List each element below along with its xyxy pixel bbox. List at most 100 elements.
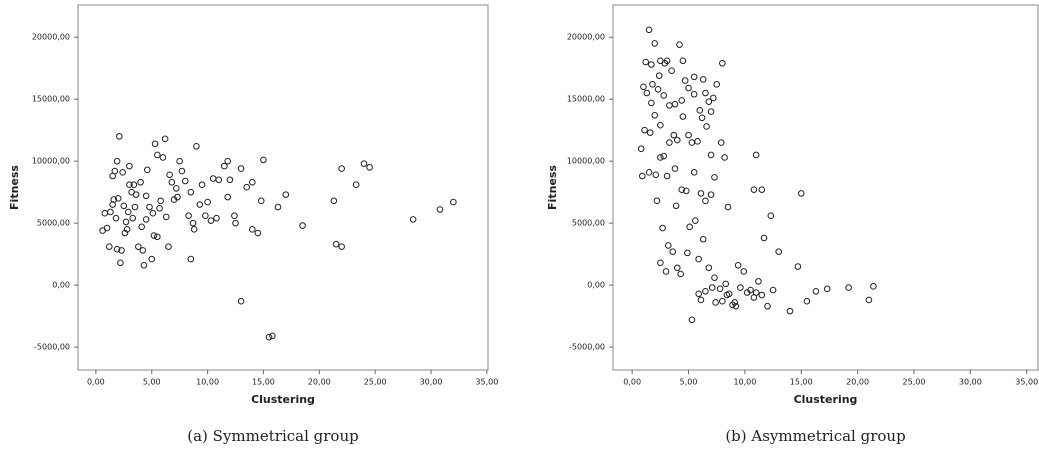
point (679, 113, 687, 120)
point (640, 83, 647, 91)
point (662, 268, 670, 275)
x-tick-label: 15,00 (252, 378, 275, 387)
point (120, 202, 128, 210)
point (639, 172, 646, 180)
plot-area (612, 4, 1039, 371)
point (697, 296, 705, 304)
point (99, 227, 106, 234)
point (711, 274, 718, 281)
point (716, 285, 724, 293)
y-tick-label: -5000,00 (34, 343, 70, 352)
point (688, 316, 696, 324)
point (708, 284, 716, 291)
point (694, 138, 701, 145)
point (702, 287, 709, 295)
x-tick-label: 10,00 (733, 378, 756, 387)
x-axis-title: Clustering (251, 393, 315, 406)
point (641, 126, 648, 134)
point (154, 233, 161, 241)
point (132, 191, 140, 198)
point (221, 162, 228, 170)
x-tick-label: 5,00 (143, 378, 161, 387)
point (651, 112, 659, 119)
point (812, 287, 820, 295)
point (149, 209, 157, 217)
point (679, 57, 687, 65)
point (775, 248, 783, 255)
point (750, 294, 758, 301)
x-tick-label: 35,00 (1015, 378, 1038, 387)
point (671, 100, 679, 108)
point (769, 286, 777, 294)
x-tick-label: 30,00 (420, 378, 443, 387)
point (719, 297, 726, 305)
point (797, 190, 805, 197)
point (653, 197, 661, 205)
point (664, 242, 672, 249)
point (196, 201, 204, 208)
point (737, 284, 744, 291)
point (660, 92, 668, 99)
point (685, 131, 692, 139)
point (711, 173, 718, 181)
point (732, 302, 740, 310)
point (669, 248, 677, 255)
point (112, 214, 120, 222)
point (332, 240, 340, 248)
point (173, 185, 180, 192)
point (139, 247, 147, 254)
point (668, 67, 675, 74)
point (137, 178, 144, 186)
point (755, 278, 762, 285)
point (274, 203, 282, 211)
point (803, 297, 811, 305)
point (723, 291, 731, 299)
point (678, 97, 686, 104)
point (148, 255, 156, 263)
point (226, 176, 234, 184)
point (122, 218, 130, 226)
point (663, 57, 671, 65)
point (719, 59, 726, 67)
point (707, 151, 715, 159)
point (338, 165, 345, 172)
point (168, 178, 176, 186)
point (657, 121, 664, 129)
y-tick-label: -5000,00 (569, 343, 605, 352)
point (213, 214, 220, 222)
point (146, 203, 153, 211)
point (682, 187, 690, 195)
point (409, 216, 417, 223)
point (691, 217, 699, 224)
point (676, 41, 683, 48)
point (642, 58, 649, 66)
y-tick-label: 20000,00 (32, 33, 70, 42)
point (142, 192, 150, 200)
point (690, 90, 698, 98)
point (119, 169, 126, 176)
point (193, 142, 200, 150)
point (648, 99, 655, 107)
point (670, 131, 678, 139)
point (649, 81, 656, 88)
point (702, 89, 709, 97)
point (673, 136, 681, 144)
point (269, 332, 276, 340)
point (165, 243, 172, 250)
point (724, 203, 732, 211)
point (190, 226, 198, 233)
point (185, 212, 192, 219)
point (758, 291, 766, 299)
point (652, 171, 660, 179)
point (707, 108, 715, 115)
point (135, 243, 142, 250)
point (659, 224, 666, 232)
point (436, 206, 444, 213)
point (189, 219, 197, 227)
point (705, 264, 713, 272)
point (130, 181, 138, 189)
point (170, 196, 178, 203)
point (113, 157, 121, 165)
point (151, 140, 159, 148)
